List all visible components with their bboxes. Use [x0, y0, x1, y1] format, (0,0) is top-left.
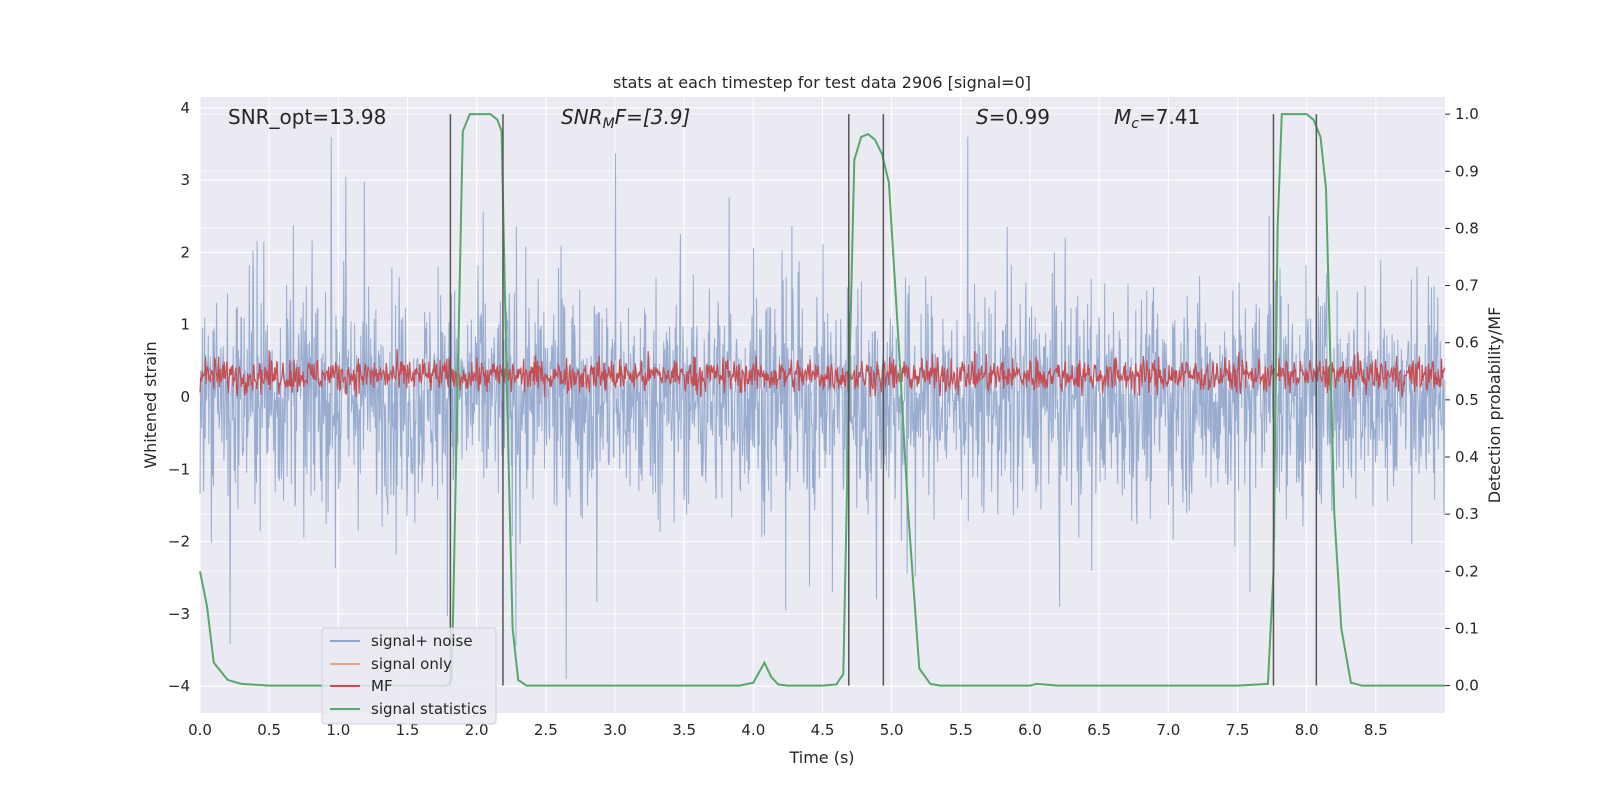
annotation-mc-sub: c	[1131, 116, 1139, 132]
annotation-mc: Mc=7.41	[1114, 105, 1200, 132]
x-tick-label: 3.5	[672, 721, 696, 739]
y2-tick-label: 1.0	[1455, 105, 1479, 123]
annotation-mc-main: M	[1114, 105, 1131, 129]
signal-statistics-line	[199, 113, 1445, 687]
legend-entry-stats: signal statistics	[371, 700, 487, 718]
x-axis-label: Time (s)	[788, 748, 854, 767]
annotation-snr-mf: SNRMF=[3.9]	[561, 105, 690, 132]
y2-tick-label: 0.1	[1455, 619, 1479, 637]
y-tick-label: −1	[168, 460, 190, 478]
annotation-mc-rest: =7.41	[1139, 105, 1200, 129]
annotation-snr-mf-sub: M	[603, 116, 615, 132]
vertical-markers	[449, 114, 1318, 686]
y2-tick-label: 0.3	[1455, 505, 1479, 523]
legend-entry-signal: signal only	[371, 655, 452, 673]
x-tick-label: 2.0	[465, 721, 489, 739]
x-tick-label: 8.0	[1295, 721, 1319, 739]
legend-entry-noise: signal+ noise	[371, 632, 473, 650]
y2-axis-label: Detection probability/MF	[1485, 307, 1504, 504]
x-ticks: 0.0 0.5 1.0 1.5 2.0 2.5 3.0 3.5 4.0 4.5 5.0 5.5 6.0 6…	[188, 721, 1388, 739]
annotation-s-main: S	[976, 105, 989, 129]
legend-box	[321, 627, 497, 725]
series-signal-noise	[199, 136, 1446, 680]
y2-tick-label: 0.9	[1455, 162, 1479, 180]
x-tick-label: 0.5	[257, 721, 281, 739]
legend: signal+ noise signal only MF signal stat…	[321, 627, 497, 725]
x-tick-label: 7.5	[1226, 721, 1250, 739]
y-tick-label: −2	[168, 533, 190, 551]
annotation-snr-mf-main: SNR	[561, 105, 603, 129]
x-tick-label: 5.5	[949, 721, 973, 739]
x-tick-label: 1.0	[326, 721, 350, 739]
chart-title: stats at each timestep for test data 290…	[613, 73, 1031, 92]
y-tick-label: 3	[180, 171, 190, 189]
x-tick-label: 4.0	[741, 721, 765, 739]
x-tick-label: 5.0	[880, 721, 904, 739]
x-tick-label: 1.5	[396, 721, 420, 739]
x-tick-label: 4.5	[811, 721, 835, 739]
y-tick-label: −4	[168, 677, 190, 695]
x-tick-label: 6.5	[1087, 721, 1111, 739]
y-tick-label: 0	[180, 388, 190, 406]
x-tick-label: 2.5	[534, 721, 558, 739]
y2-tick-label: 0.2	[1455, 562, 1479, 580]
y-tick-label: 4	[180, 99, 190, 117]
y2-ticks: 1.0 0.9 0.8 0.7 0.6 0.5 0.4 0.3 0.2 0.1 0.0	[1445, 105, 1479, 695]
annotation-s: S=0.99	[976, 105, 1050, 129]
y2-tick-label: 0.6	[1455, 334, 1479, 352]
annotation-s-rest: =0.99	[989, 105, 1050, 129]
y-axis-label: Whitened strain	[141, 341, 160, 468]
x-tick-label: 0.0	[188, 721, 212, 739]
y-tick-label: 1	[180, 316, 190, 334]
x-tick-label: 8.5	[1364, 721, 1388, 739]
mf-line	[199, 349, 1446, 398]
series-signal-statistics	[199, 113, 1445, 687]
y-tick-label: 2	[180, 243, 190, 261]
legend-entry-mf: MF	[371, 677, 393, 695]
annotation-snr-mf-rest: F=[3.9]	[615, 105, 691, 129]
y2-tick-label: 0.7	[1455, 277, 1479, 295]
x-tick-label: 7.0	[1156, 721, 1180, 739]
noise-line	[199, 136, 1446, 680]
y2-tick-label: 0.4	[1455, 448, 1479, 466]
annotation-snr-opt: SNR_opt=13.98	[228, 105, 386, 129]
y-tick-label: −3	[168, 605, 190, 623]
x-tick-label: 3.0	[603, 721, 627, 739]
y2-tick-label: 0.8	[1455, 219, 1479, 237]
x-tick-label: 6.0	[1018, 721, 1042, 739]
y2-tick-label: 0.5	[1455, 391, 1479, 409]
series-mf	[199, 349, 1446, 398]
y-ticks: 4 3 2 1 0 −1 −2 −3 −4	[168, 99, 190, 695]
y2-tick-label: 0.0	[1455, 677, 1479, 695]
